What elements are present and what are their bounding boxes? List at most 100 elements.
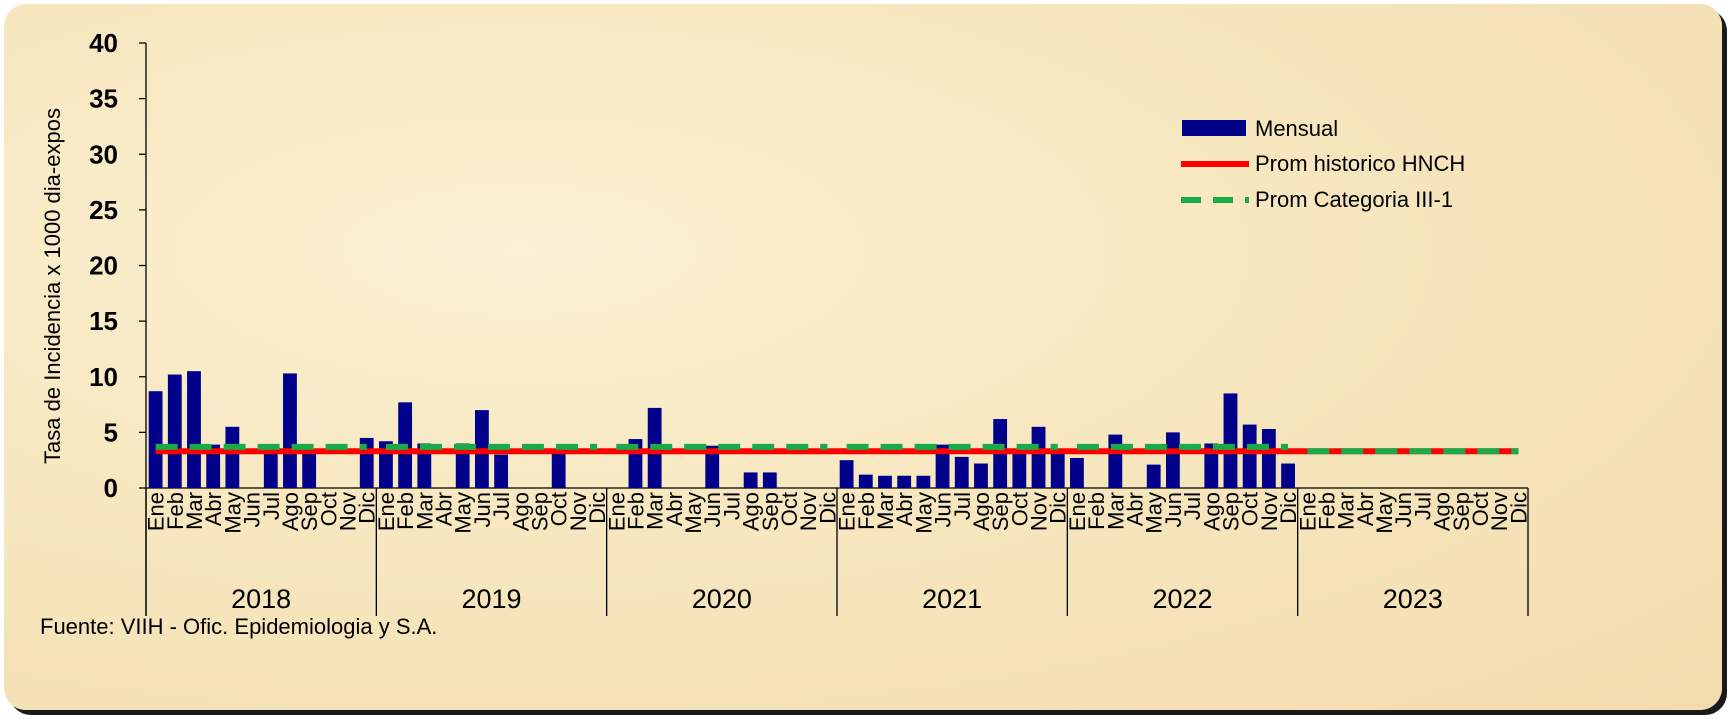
month-label: Oct xyxy=(1007,492,1032,526)
month-label: Jul xyxy=(489,492,514,520)
month-label: Sep xyxy=(758,492,783,531)
bar-mensual xyxy=(455,443,470,488)
month-label: Sep xyxy=(1449,492,1474,531)
month-label: Mar xyxy=(873,492,898,530)
month-label: Oct xyxy=(1238,492,1263,526)
chart-frame: 0 5 10 15 20 25 30 35 40 2018 2019 2020 2021 2022 2023… xyxy=(4,4,1722,710)
month-label: Dic xyxy=(585,492,610,524)
incidence-chart: 0 5 10 15 20 25 30 35 40 2018 2019 2020 2021 2022 2023… xyxy=(40,28,1531,639)
month-label: Ene xyxy=(604,492,629,531)
bar-mensual xyxy=(1012,449,1027,488)
bar-mensual xyxy=(1146,464,1161,488)
month-label: Ene xyxy=(1295,492,1320,531)
month-label: Dic xyxy=(815,492,840,524)
y-tick-label-5: 5 xyxy=(104,417,118,447)
bar-mensual xyxy=(225,426,240,488)
month-label: Jul xyxy=(950,492,975,520)
bar-mensual xyxy=(1223,393,1238,488)
month-label: Ago xyxy=(1430,492,1455,531)
month-label: Sep xyxy=(988,492,1013,531)
bar-mensual xyxy=(1165,432,1180,488)
month-label: Ago xyxy=(1199,492,1224,531)
month-label: Jun xyxy=(240,492,265,527)
month-label: Ago xyxy=(969,492,994,531)
month-label: May xyxy=(451,492,476,534)
bar-mensual xyxy=(1204,443,1219,488)
month-label: Nov xyxy=(566,492,591,531)
month-label: Jun xyxy=(1391,492,1416,527)
bar-mensual xyxy=(302,451,317,488)
y-tick-label-15: 15 xyxy=(89,306,118,336)
month-label: Mar xyxy=(412,492,437,530)
month-label: Mar xyxy=(643,492,668,530)
legend-label-prom-historico: Prom historico HNCH xyxy=(1255,151,1465,176)
legend-label-mensual: Mensual xyxy=(1255,116,1338,141)
y-tick-label-40: 40 xyxy=(89,28,118,58)
month-label: Mar xyxy=(1334,492,1359,530)
y-tick-label-30: 30 xyxy=(89,139,118,169)
bar-mensual xyxy=(1031,426,1046,488)
month-label: Nov xyxy=(336,492,361,531)
month-label: Abr xyxy=(432,492,457,526)
month-label: May xyxy=(220,492,245,534)
bar-mensual xyxy=(1050,450,1065,488)
month-label: Jul xyxy=(1180,492,1205,520)
month-label: May xyxy=(1142,492,1167,534)
month-label: Abr xyxy=(1353,492,1378,526)
month-label: Jun xyxy=(931,492,956,527)
bar-mensual xyxy=(167,374,182,488)
month-label: Abr xyxy=(892,492,917,526)
legend-swatch-mensual xyxy=(1182,120,1246,136)
axis-labels-layer: 0 5 10 15 20 25 30 35 40 2018 2019 2020 2021 2022 2023… xyxy=(89,28,1531,614)
bars-layer xyxy=(148,371,1295,488)
source-note: Fuente: VIIH - Ofic. Epidemiologia y S.A… xyxy=(40,614,437,639)
bar-mensual xyxy=(494,454,509,488)
month-label: Dic xyxy=(355,492,380,524)
bar-mensual xyxy=(954,456,969,488)
month-label: Ene xyxy=(374,492,399,531)
month-label: Dic xyxy=(1506,492,1531,524)
month-label: Dic xyxy=(1046,492,1071,524)
axes-layer xyxy=(139,42,1529,616)
month-label: Oct xyxy=(547,492,572,526)
bar-mensual xyxy=(1261,429,1276,488)
bar-mensual xyxy=(148,391,163,488)
bar-mensual xyxy=(916,475,931,488)
legend: Mensual Prom historico HNCH Prom Categor… xyxy=(1181,116,1465,212)
month-label: Abr xyxy=(1123,492,1148,526)
y-tick-label-0: 0 xyxy=(104,473,118,503)
bar-mensual xyxy=(1070,457,1084,488)
month-label: May xyxy=(1372,492,1397,534)
month-label: Ago xyxy=(739,492,764,531)
bar-mensual xyxy=(839,460,854,488)
month-label: Nov xyxy=(1257,492,1282,531)
month-label: Nov xyxy=(796,492,821,531)
month-label: Sep xyxy=(1218,492,1243,531)
month-label: Jul xyxy=(259,492,284,520)
month-label: Ene xyxy=(1065,492,1090,531)
y-tick-label-20: 20 xyxy=(89,251,118,281)
month-label: Abr xyxy=(662,492,687,526)
bar-mensual xyxy=(974,463,988,488)
year-label-2020: 2020 xyxy=(692,584,752,614)
bar-mensual xyxy=(206,444,221,488)
month-label: Ago xyxy=(508,492,533,531)
month-label: Feb xyxy=(393,492,418,530)
month-label: Oct xyxy=(777,492,802,526)
bar-mensual xyxy=(705,445,720,488)
month-label: Feb xyxy=(1314,492,1339,530)
bar-mensual xyxy=(1242,424,1257,488)
bar-mensual xyxy=(1108,434,1123,488)
bar-mensual xyxy=(878,475,892,488)
month-label: Sep xyxy=(297,492,322,531)
year-label-2021: 2021 xyxy=(922,584,982,614)
month-label: Mar xyxy=(182,492,207,530)
month-label: Feb xyxy=(623,492,648,530)
y-axis-label: Tasa de Incidencia x 1000 dia-expos xyxy=(40,108,65,464)
month-label: Nov xyxy=(1027,492,1052,531)
month-label: May xyxy=(911,492,936,534)
reference-lines-layer xyxy=(155,443,1519,455)
month-label: Sep xyxy=(527,492,552,531)
month-label: Jul xyxy=(719,492,744,520)
bar-mensual xyxy=(263,445,278,488)
